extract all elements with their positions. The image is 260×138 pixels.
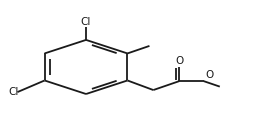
Text: O: O (205, 71, 213, 80)
Text: Cl: Cl (8, 87, 19, 97)
Text: O: O (175, 56, 183, 66)
Text: Cl: Cl (81, 17, 91, 27)
